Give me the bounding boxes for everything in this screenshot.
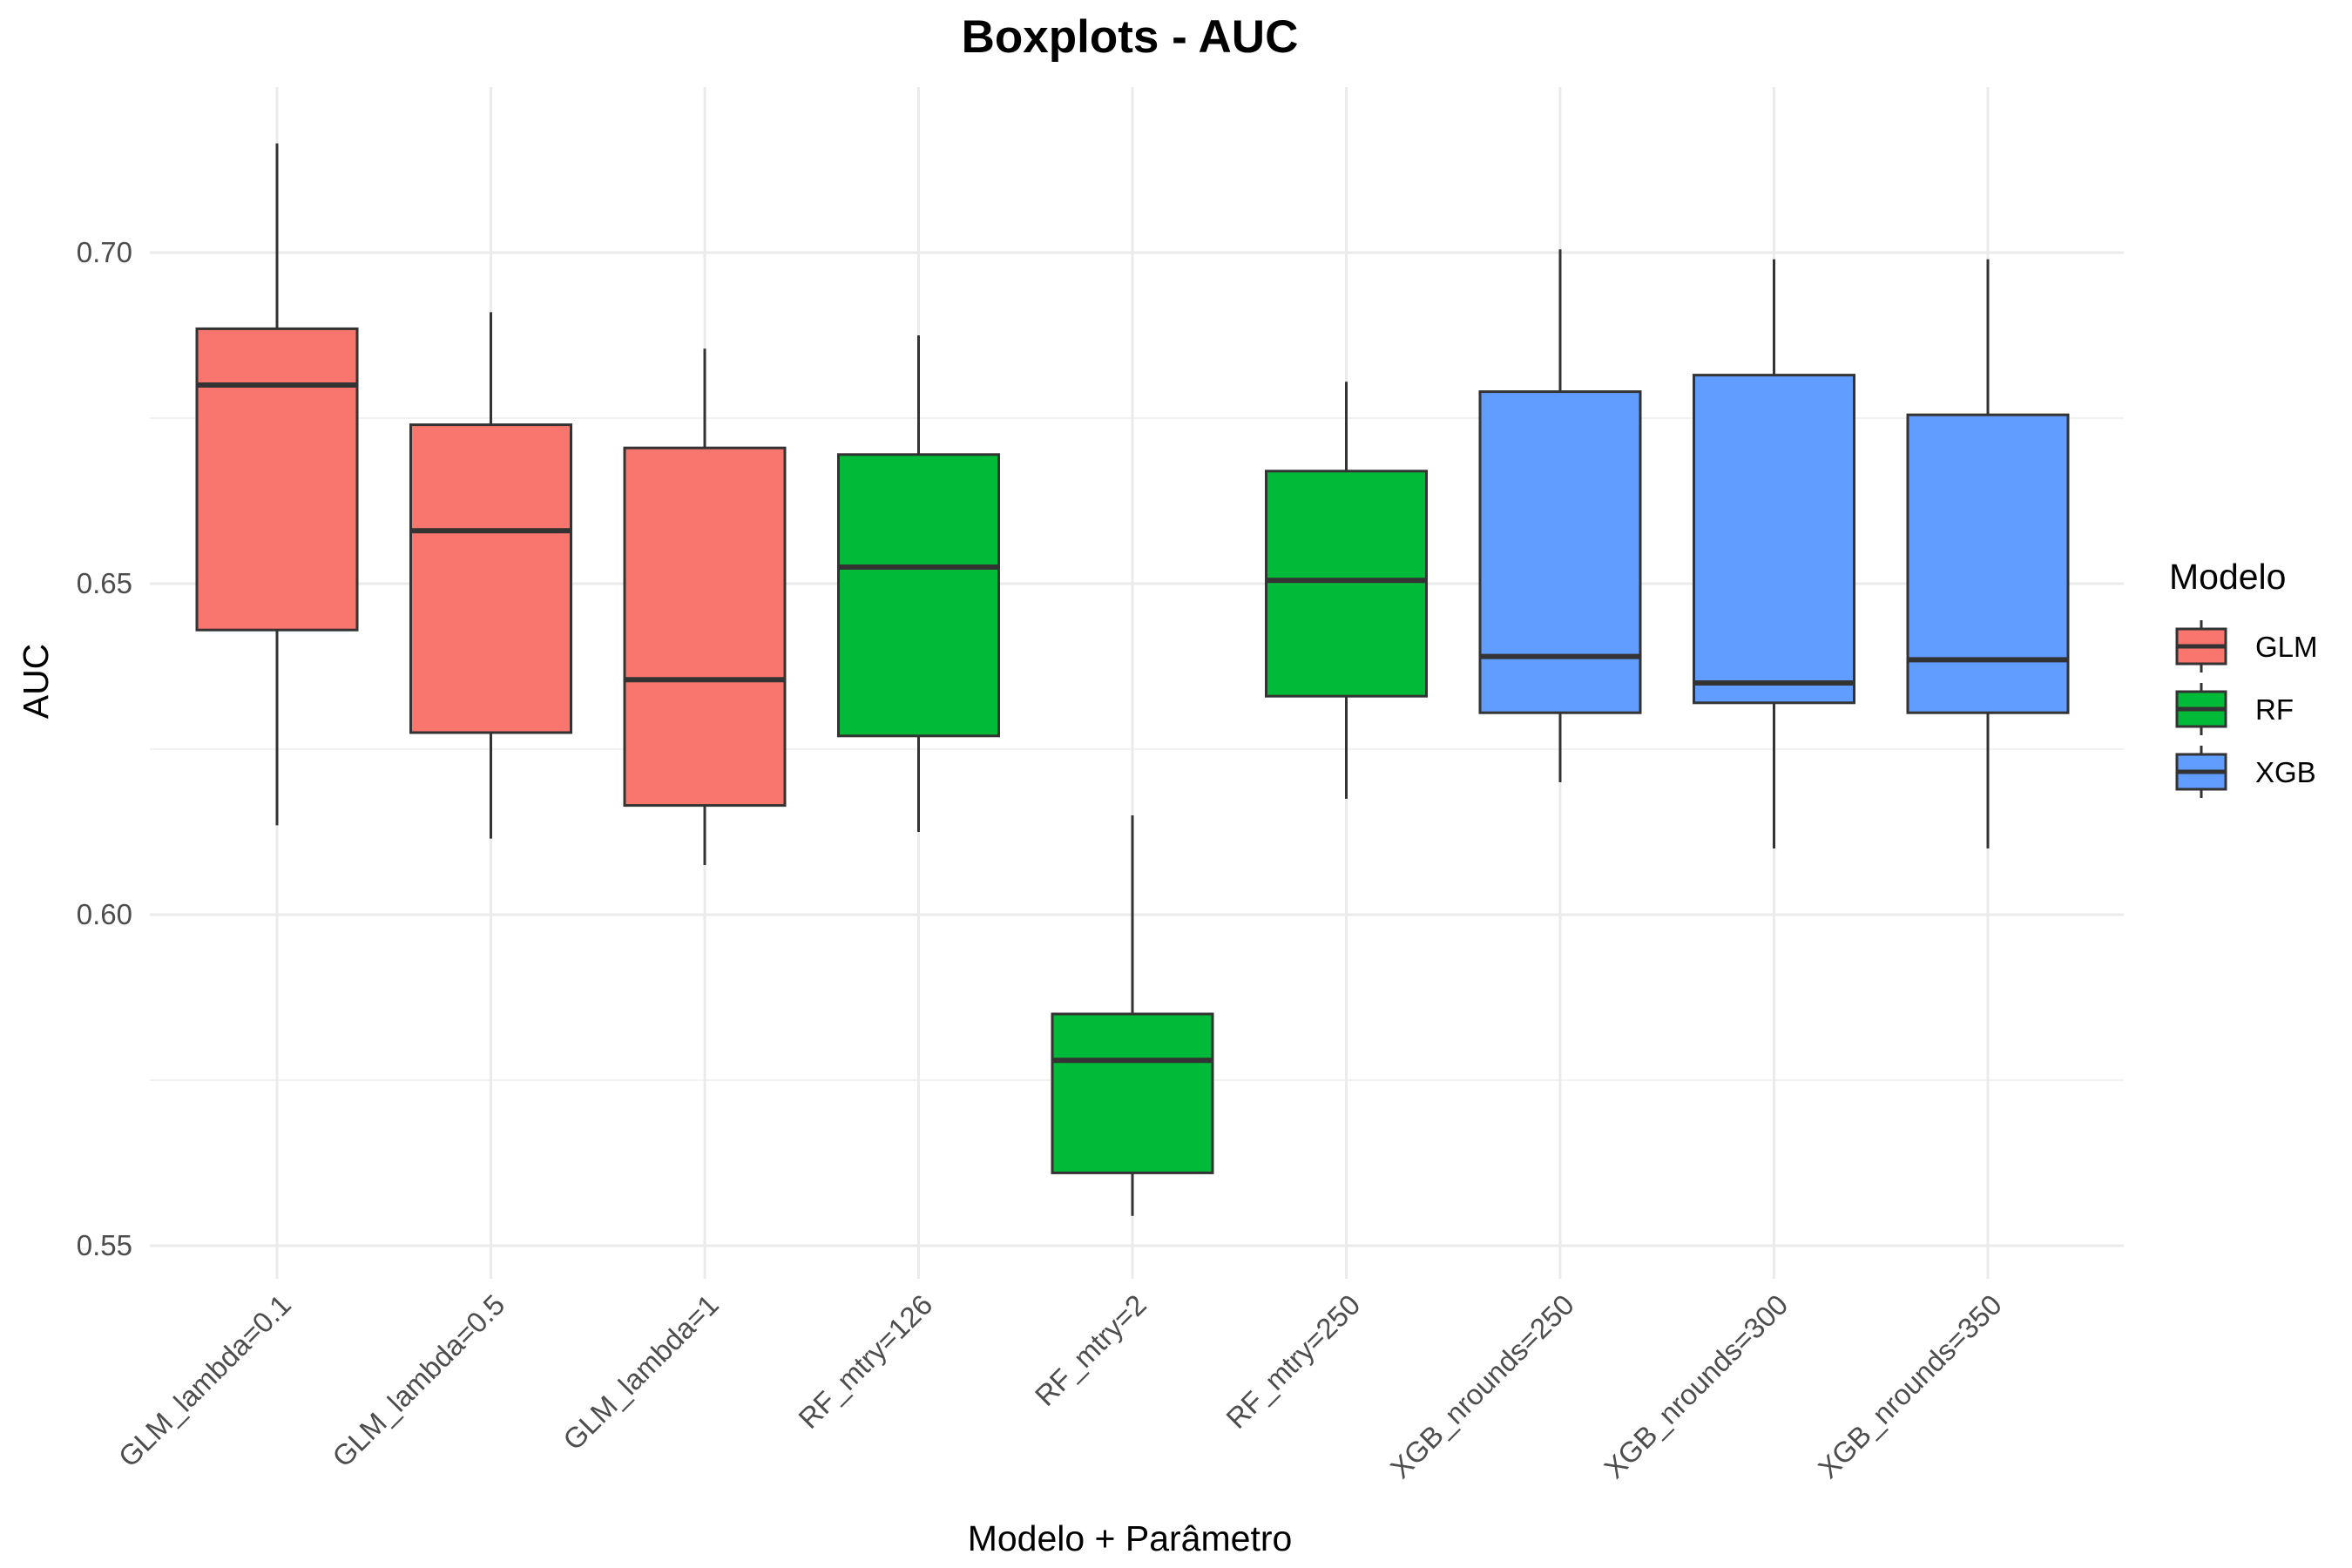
legend-item: RF xyxy=(2175,683,2294,735)
box-group xyxy=(1693,259,1855,848)
chart-title: Boxplots - AUC xyxy=(962,11,1299,63)
legend-title: Modelo xyxy=(2169,557,2286,597)
box-group xyxy=(623,348,787,865)
x-tick-label: XGB_nrounds=300 xyxy=(1598,1288,1794,1484)
y-tick-label: 0.60 xyxy=(77,898,132,930)
legend-label: XGB xyxy=(2255,756,2316,788)
x-tick-label: XGB_nrounds=250 xyxy=(1384,1288,1580,1484)
box xyxy=(837,453,1000,738)
y-tick-label: 0.55 xyxy=(77,1229,132,1261)
x-tick-label: RF_mtry=126 xyxy=(792,1288,938,1435)
x-tick-label: XGB_nrounds=350 xyxy=(1812,1288,2008,1484)
box xyxy=(1478,390,1642,714)
boxes xyxy=(195,143,2070,1216)
box-group xyxy=(1478,249,1642,782)
x-tick-label: GLM_lambda=1 xyxy=(557,1288,725,1456)
x-axis-title: Modelo + Parâmetro xyxy=(968,1518,1293,1558)
box xyxy=(1051,1012,1214,1174)
y-axis-title: AUC xyxy=(16,644,56,720)
box xyxy=(195,327,359,632)
legend: Modelo GLM RF XGB xyxy=(2169,557,2318,798)
legend-item: XGB xyxy=(2175,746,2316,798)
box xyxy=(409,423,572,734)
box xyxy=(623,446,787,808)
box-group xyxy=(409,312,572,839)
box-group xyxy=(1906,259,2070,848)
legend-label: RF xyxy=(2255,693,2294,726)
x-tick-label: GLM_lambda=0.1 xyxy=(112,1288,297,1473)
box-group xyxy=(837,335,1000,832)
x-tick-label: RF_mtry=2 xyxy=(1029,1288,1152,1412)
legend-item: GLM xyxy=(2175,620,2318,672)
x-tick-label: GLM_lambda=0.5 xyxy=(326,1288,510,1473)
box xyxy=(1265,470,1428,698)
y-tick-label: 0.70 xyxy=(77,236,132,268)
legend-label: GLM xyxy=(2255,631,2318,663)
box-group xyxy=(1051,815,1214,1216)
y-tick-label: 0.65 xyxy=(77,567,132,599)
box xyxy=(1906,413,2070,714)
box-group xyxy=(1265,382,1428,799)
box xyxy=(1693,374,1855,705)
x-tick-label: RF_mtry=250 xyxy=(1220,1288,1366,1435)
box-group xyxy=(195,143,359,826)
